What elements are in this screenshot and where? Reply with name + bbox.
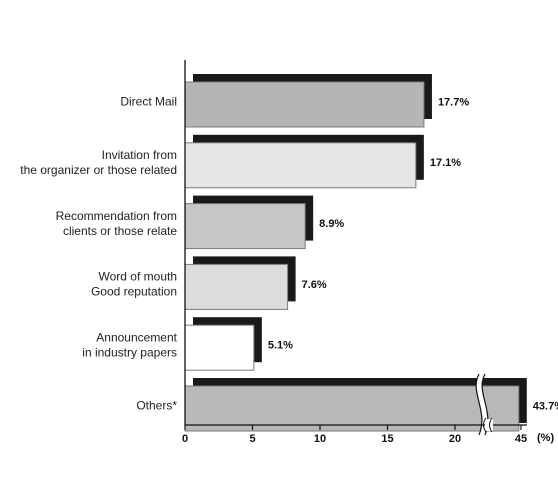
category-label: Word of mouth (99, 270, 177, 284)
bar (184, 142, 417, 189)
category-label: in industry papers (82, 345, 177, 359)
category-label: Invitation from (102, 148, 177, 162)
bar (184, 385, 520, 432)
axis-break-mark (475, 373, 483, 436)
category-label: Recommendation from (56, 209, 177, 223)
category-label: clients or those relate (63, 224, 177, 238)
value-label: 5.1% (268, 340, 293, 352)
category-label: Announcement (96, 330, 177, 344)
value-label: 8.9% (319, 218, 344, 230)
bar (184, 263, 289, 310)
bars-layer (184, 74, 527, 436)
category-label: Others* (136, 399, 177, 413)
value-label: 7.6% (302, 279, 327, 291)
x-tick-label: 45 (515, 433, 527, 445)
category-label: Direct Mail (120, 95, 177, 109)
labels-layer: 17.7% Direct Mail 17.1% Invitation fromthe … (20, 95, 558, 413)
bar (184, 81, 425, 128)
bar (184, 324, 255, 371)
value-label: 17.1% (430, 157, 461, 169)
value-label: 43.7% (533, 400, 558, 412)
axis-layer: 0 5 10 15 20 45 (%) (182, 60, 554, 445)
category-label: Good reputation (91, 285, 177, 299)
x-tick-label: 15 (381, 433, 393, 445)
x-unit-label: (%) (537, 432, 554, 444)
bar (184, 203, 306, 250)
x-tick-label: 5 (249, 433, 255, 445)
x-tick-label: 0 (182, 433, 188, 445)
x-tick-label: 20 (449, 433, 461, 445)
x-axis-break-mark (483, 417, 487, 433)
value-label: 17.7% (438, 96, 469, 108)
x-axis-break-mark (489, 417, 493, 433)
category-label: the organizer or those related (20, 163, 177, 177)
x-tick-label: 10 (314, 433, 326, 445)
